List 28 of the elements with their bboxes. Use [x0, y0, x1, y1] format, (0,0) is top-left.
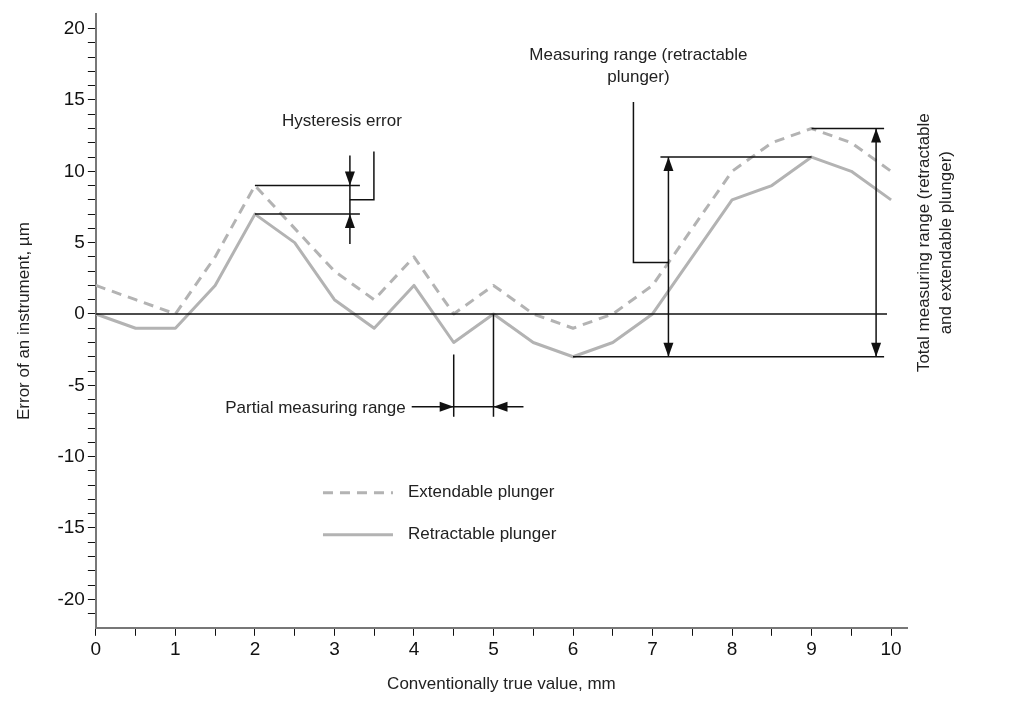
- legend-label: Retractable plunger: [407, 524, 557, 544]
- x-tick-label: 4: [408, 638, 420, 660]
- y-tick-label: 20: [63, 16, 85, 38]
- annotation: Measuring range (retractable plunger): [529, 45, 748, 87]
- y-axis-title: Error of an instrument, µm: [13, 222, 33, 421]
- legend-label: Extendable plunger: [407, 482, 555, 502]
- y-tick-label: -20: [57, 587, 85, 609]
- x-axis-title: Conventionally true value, mm: [387, 674, 616, 694]
- text: Total measuring range (retractable and extendable plunger): [914, 113, 956, 373]
- x-tick-label: 9: [806, 638, 817, 660]
- annotation: Partial measuring range: [225, 397, 406, 417]
- y-tick-label: 0: [74, 302, 85, 324]
- annotation: Hysteresis error: [281, 110, 403, 130]
- x-tick-label: 10: [880, 638, 902, 660]
- x-tick-label: 6: [567, 638, 579, 660]
- x-tick-label: 5: [488, 638, 499, 660]
- x-tick-label: 1: [170, 638, 181, 660]
- x-tick-label: 0: [90, 638, 102, 660]
- y-tick-label: -10: [57, 444, 85, 466]
- y-tick-label: 10: [63, 159, 85, 181]
- x-tick-label: 2: [249, 638, 261, 660]
- x-tick-label: 8: [726, 638, 738, 660]
- x-tick-label: 3: [329, 638, 340, 660]
- y-tick-label: 5: [74, 230, 85, 252]
- y-tick-label: 15: [63, 88, 85, 110]
- y-tick-label: -15: [57, 516, 85, 538]
- y-tick-label: -5: [67, 373, 85, 395]
- x-tick-label: 7: [647, 638, 658, 660]
